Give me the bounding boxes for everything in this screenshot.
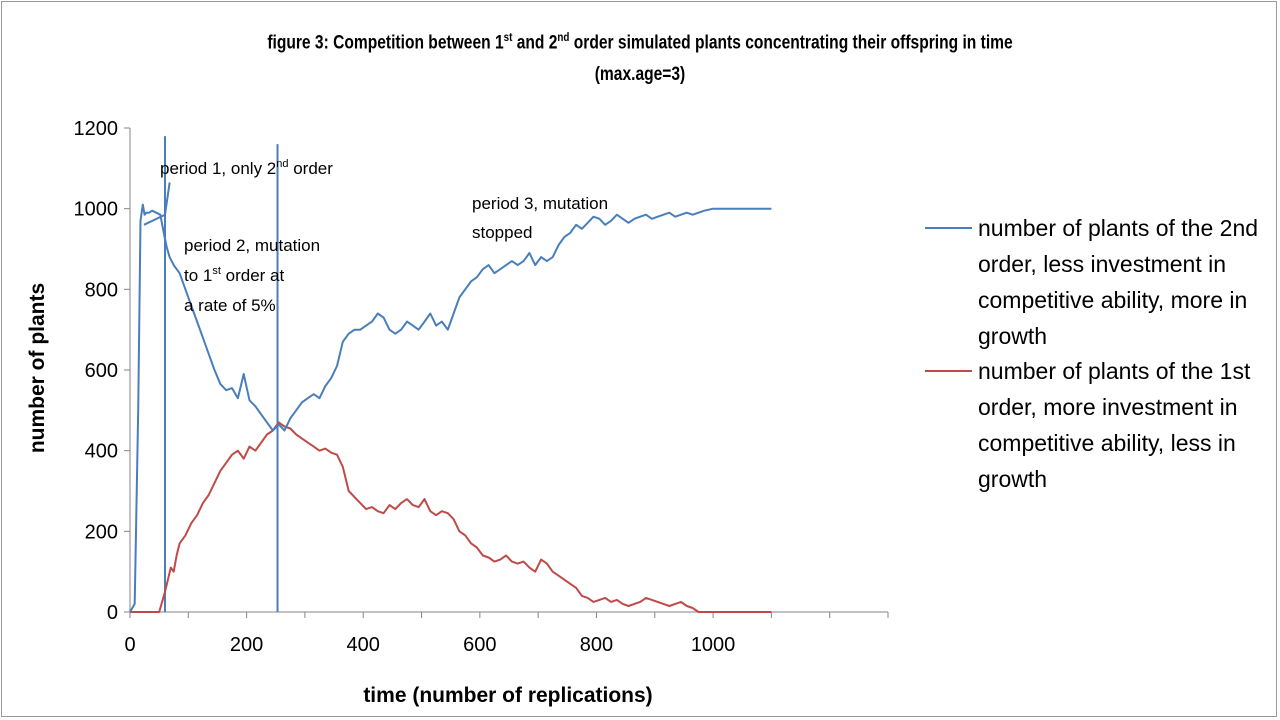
x-tick-label: 0 xyxy=(124,634,135,656)
legend-label: competitive ability, less in xyxy=(978,430,1236,456)
vertical-markers xyxy=(143,136,279,612)
y-tick-label: 800 xyxy=(85,279,118,301)
legend-label: order, more investment in xyxy=(978,394,1238,420)
x-tick-label: 600 xyxy=(463,634,496,656)
annotation-period-3-line2: stopped xyxy=(472,223,533,242)
legend-label: growth xyxy=(978,466,1047,492)
annotation-period-2-line1: period 2, mutation xyxy=(184,236,320,255)
x-tick-label: 1000 xyxy=(691,634,736,656)
annotation-period-3-line1: period 3, mutation xyxy=(472,194,608,213)
y-tick-label: 400 xyxy=(85,441,118,463)
legend-label: number of plants of the 2nd xyxy=(978,215,1258,241)
legend: number of plants of the 2nd order, less i… xyxy=(925,215,1258,492)
x-axis-title: time (number of replications) xyxy=(363,684,652,707)
series-line xyxy=(129,203,772,613)
series-line xyxy=(130,421,772,613)
period-1-bracket-line xyxy=(143,182,171,226)
x-tick-label: 400 xyxy=(347,634,380,656)
annotation-period-2-line3: a rate of 5% xyxy=(184,296,276,315)
annotation-period-2-line2: to 1st order at xyxy=(184,265,285,285)
legend-label: order, less investment in xyxy=(978,251,1226,277)
y-tick-label: 1200 xyxy=(74,118,119,140)
chart-title: figure 3: Competition between 1st and 2n… xyxy=(267,30,1013,54)
y-tick-label: 0 xyxy=(107,602,118,624)
chart-subtitle: (max.age=3) xyxy=(594,64,686,85)
y-tick-label: 200 xyxy=(85,521,118,543)
series-lines xyxy=(129,203,772,613)
y-axis-title: number of plants xyxy=(26,283,49,453)
x-tick-label: 800 xyxy=(580,634,613,656)
legend-label: growth xyxy=(978,323,1047,349)
annotation-period-1: period 1, only 2nd order xyxy=(160,158,333,178)
x-tick-label: 200 xyxy=(230,634,263,656)
y-tick-label: 1000 xyxy=(74,199,119,221)
y-tick-label: 600 xyxy=(85,360,118,382)
legend-label: number of plants of the 1st xyxy=(978,358,1251,384)
legend-label: competitive ability, more in xyxy=(978,287,1247,313)
axes: 0 200 400 600 800 1000 1200 0 200 400 600 800 1000 xyxy=(74,118,889,656)
